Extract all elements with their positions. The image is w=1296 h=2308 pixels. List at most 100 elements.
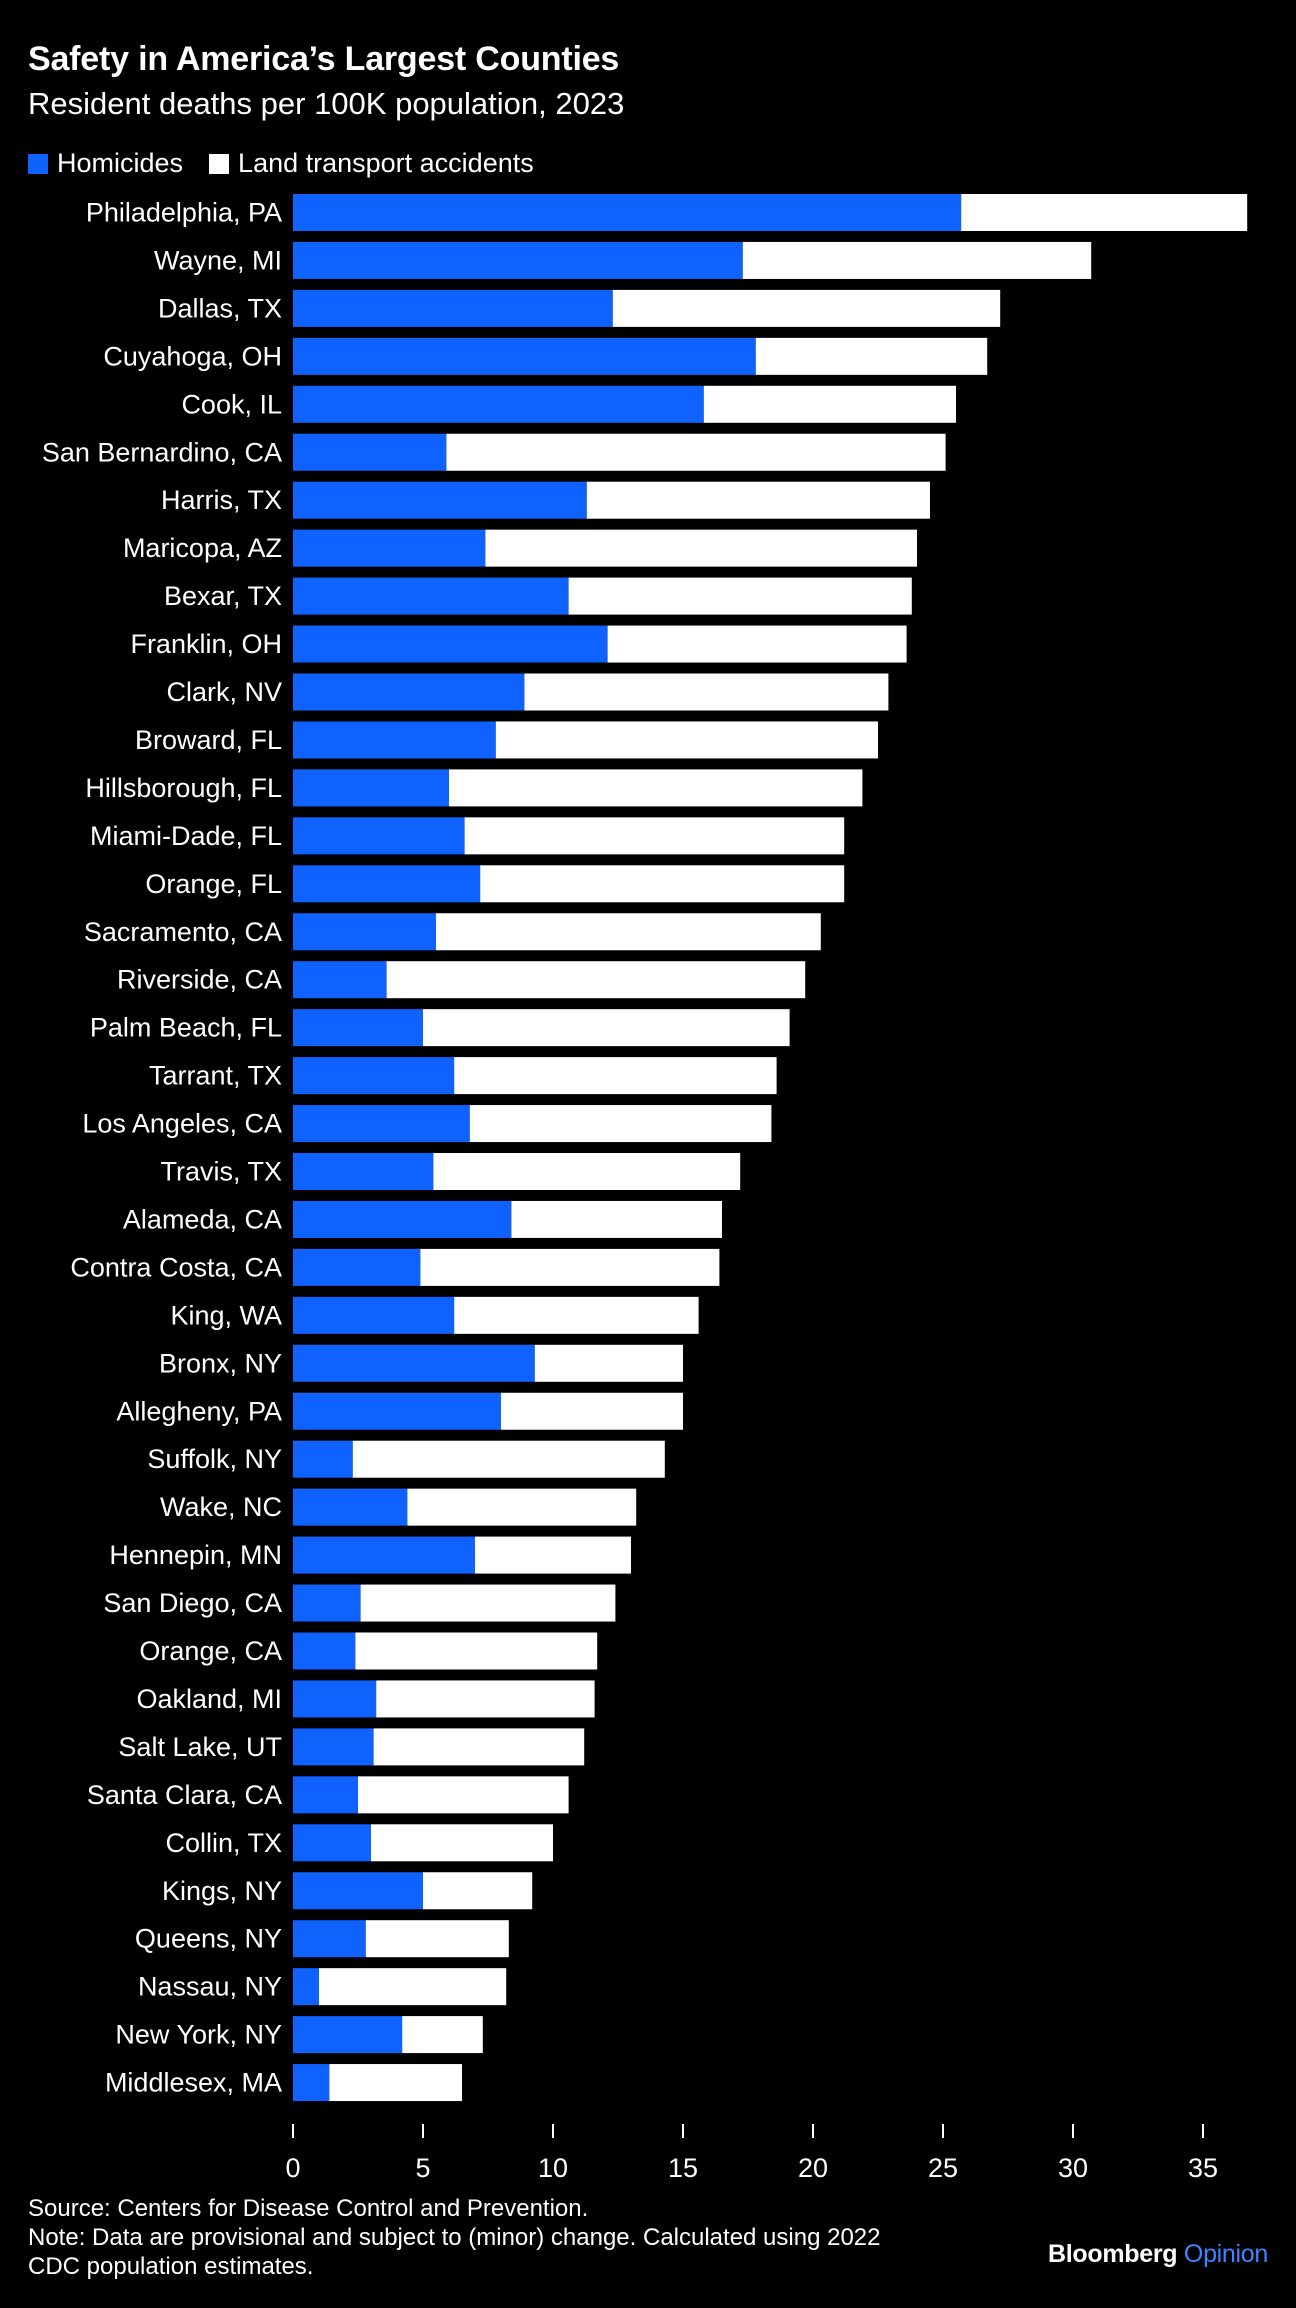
category-label-collin-tx: Collin, TX — [165, 1828, 282, 1858]
category-label-palm-beach-fl: Palm Beach, FL — [90, 1013, 282, 1043]
bar-homicides-orange-ca — [293, 1632, 356, 1670]
category-label-salt-lake-ut: Salt Lake, UT — [118, 1732, 282, 1762]
category-label-tarrant-tx: Tarrant, TX — [149, 1061, 282, 1091]
bar-land-transport-travis-tx — [433, 1153, 741, 1190]
bar-land-transport-new-york-ny — [402, 2016, 483, 2054]
category-label-philadelphia-pa: Philadelphia, PA — [86, 198, 282, 228]
category-label-clark-nv: Clark, NV — [166, 677, 282, 707]
bar-land-transport-miami-dade-fl — [464, 817, 845, 855]
bar-land-transport-nassau-ny — [319, 1968, 507, 2006]
category-label-queens-ny: Queens, NY — [135, 1924, 282, 1954]
bar-homicides-suffolk-ny — [293, 1440, 353, 1478]
bar-homicides-santa-clara-ca — [293, 1776, 358, 1814]
bar-homicides-maricopa-az — [293, 529, 486, 567]
data-note-line-2: CDC population estimates. — [28, 2253, 314, 2280]
data-note-line-1: Note: Data are provisional and subject t… — [28, 2224, 881, 2251]
x-tick-label-20: 20 — [798, 2153, 828, 2180]
bar-homicides-bexar-tx — [293, 577, 569, 615]
category-label-san-bernardino-ca: San Bernardino, CA — [42, 437, 282, 467]
bar-land-transport-santa-clara-ca — [358, 1776, 569, 1814]
bar-land-transport-orange-fl — [480, 865, 845, 903]
bar-land-transport-middlesex-ma — [329, 2064, 462, 2102]
bar-land-transport-philadelphia-pa — [961, 194, 1248, 231]
bar-homicides-queens-ny — [293, 1920, 366, 1958]
category-label-orange-fl: Orange, FL — [145, 869, 282, 899]
x-tick-label-5: 5 — [415, 2153, 430, 2180]
category-label-bexar-tx: Bexar, TX — [164, 581, 282, 611]
category-label-travis-tx: Travis, TX — [160, 1157, 282, 1187]
bar-land-transport-wayne-mi — [742, 241, 1092, 279]
bar-homicides-hennepin-mn — [293, 1536, 475, 1574]
bar-land-transport-kings-ny — [423, 1872, 533, 1910]
category-label-wake-nc: Wake, NC — [160, 1492, 282, 1522]
category-label-suffolk-ny: Suffolk, NY — [147, 1444, 282, 1474]
category-label-new-york-ny: New York, NY — [115, 2020, 282, 2050]
bar-land-transport-los-angeles-ca — [469, 1105, 772, 1143]
legend-item-land-transport: Land transport accidents — [209, 148, 534, 179]
category-label-contra-costa-ca: Contra Costa, CA — [70, 1252, 282, 1282]
bar-land-transport-harris-tx — [586, 481, 930, 519]
bar-land-transport-contra-costa-ca — [420, 1248, 720, 1286]
bar-homicides-contra-costa-ca — [293, 1248, 421, 1286]
bar-homicides-broward-fl — [293, 721, 496, 759]
bar-homicides-nassau-ny — [293, 1968, 319, 2006]
category-label-allegheny-pa: Allegheny, PA — [116, 1396, 282, 1426]
x-tick-label-25: 25 — [928, 2153, 958, 2180]
legend: Homicides Land transport accidents — [28, 148, 560, 179]
category-label-franklin-oh: Franklin, OH — [130, 629, 282, 659]
category-label-sacramento-ca: Sacramento, CA — [84, 917, 282, 947]
bar-homicides-kings-ny — [293, 1872, 423, 1910]
bar-land-transport-tarrant-tx — [454, 1057, 777, 1095]
category-label-broward-fl: Broward, FL — [135, 725, 282, 755]
bar-homicides-tarrant-tx — [293, 1057, 455, 1095]
bar-land-transport-cuyahoga-oh — [755, 337, 988, 375]
bar-homicides-middlesex-ma — [293, 2064, 330, 2102]
bar-homicides-new-york-ny — [293, 2016, 403, 2054]
brand-name: Bloomberg — [1048, 2240, 1178, 2268]
category-label-nassau-ny: Nassau, NY — [138, 1972, 282, 2002]
bar-land-transport-san-bernardino-ca — [446, 433, 946, 471]
bar-homicides-miami-dade-fl — [293, 817, 465, 855]
legend-swatch-homicides — [28, 153, 48, 174]
bar-homicides-riverside-ca — [293, 961, 387, 999]
bar-homicides-palm-beach-fl — [293, 1009, 423, 1047]
bar-land-transport-queens-ny — [365, 1920, 509, 1958]
category-label-orange-ca: Orange, CA — [139, 1636, 282, 1666]
bar-land-transport-allegheny-pa — [501, 1392, 683, 1430]
x-tick-label-30: 30 — [1058, 2153, 1088, 2180]
bar-land-transport-sacramento-ca — [436, 913, 821, 951]
category-label-alameda-ca: Alameda, CA — [123, 1204, 282, 1234]
bar-land-transport-collin-tx — [371, 1824, 553, 1862]
bar-land-transport-orange-ca — [355, 1632, 598, 1670]
bar-homicides-salt-lake-ut — [293, 1728, 374, 1766]
bar-land-transport-hillsborough-fl — [449, 769, 863, 807]
legend-label-land-transport: Land transport accidents — [238, 148, 534, 178]
legend-item-homicides: Homicides — [28, 148, 183, 179]
bar-homicides-cuyahoga-oh — [293, 337, 756, 375]
bar-homicides-wake-nc — [293, 1488, 408, 1526]
x-tick-label-10: 10 — [538, 2153, 568, 2180]
bar-homicides-los-angeles-ca — [293, 1105, 470, 1143]
bar-homicides-travis-tx — [293, 1153, 434, 1190]
bar-land-transport-bexar-tx — [568, 577, 912, 615]
category-label-cuyahoga-oh: Cuyahoga, OH — [103, 341, 282, 371]
bar-land-transport-dallas-tx — [612, 289, 1001, 327]
brand-section: Opinion — [1183, 2240, 1268, 2268]
category-label-bronx-ny: Bronx, NY — [159, 1348, 282, 1378]
bar-homicides-orange-fl — [293, 865, 481, 903]
chart-subtitle: Resident deaths per 100K population, 202… — [28, 86, 625, 121]
category-label-wayne-mi: Wayne, MI — [154, 245, 282, 275]
category-label-dallas-tx: Dallas, TX — [158, 293, 282, 323]
x-tick-label-35: 35 — [1188, 2153, 1218, 2180]
bar-land-transport-broward-fl — [495, 721, 878, 759]
source-note: Source: Centers for Disease Control and … — [28, 2195, 589, 2222]
category-label-los-angeles-ca: Los Angeles, CA — [82, 1109, 282, 1139]
bar-homicides-dallas-tx — [293, 289, 613, 327]
bar-homicides-harris-tx — [293, 481, 587, 519]
bar-land-transport-riverside-ca — [386, 961, 806, 999]
category-label-san-diego-ca: San Diego, CA — [103, 1588, 282, 1618]
category-label-kings-ny: Kings, NY — [162, 1876, 282, 1906]
bar-homicides-philadelphia-pa — [293, 194, 962, 231]
bar-homicides-hillsborough-fl — [293, 769, 449, 807]
chart-title: Safety in America’s Largest Counties — [28, 40, 620, 78]
